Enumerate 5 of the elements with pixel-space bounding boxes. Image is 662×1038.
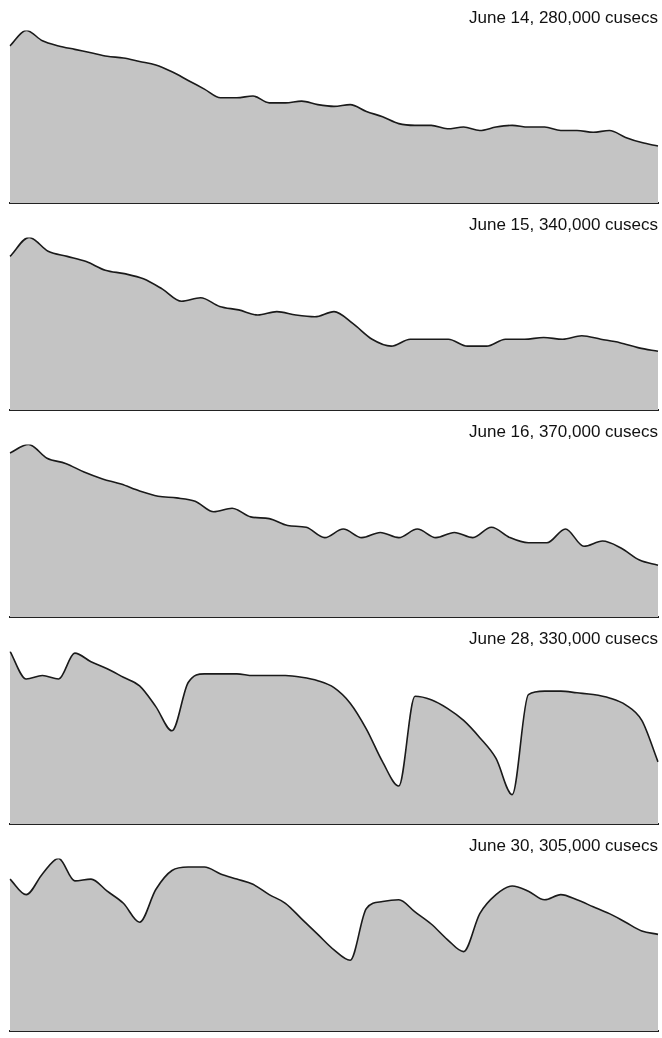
chart-title: June 16, 370,000 cusecs bbox=[468, 421, 658, 441]
chart-title: June 15, 340,000 cusecs bbox=[468, 214, 658, 234]
chart-title: June 28, 330,000 cusecs bbox=[468, 628, 658, 648]
chart-title: June 14, 280,000 cusecs bbox=[468, 7, 658, 27]
chart-title: June 30, 305,000 cusecs bbox=[468, 835, 658, 855]
